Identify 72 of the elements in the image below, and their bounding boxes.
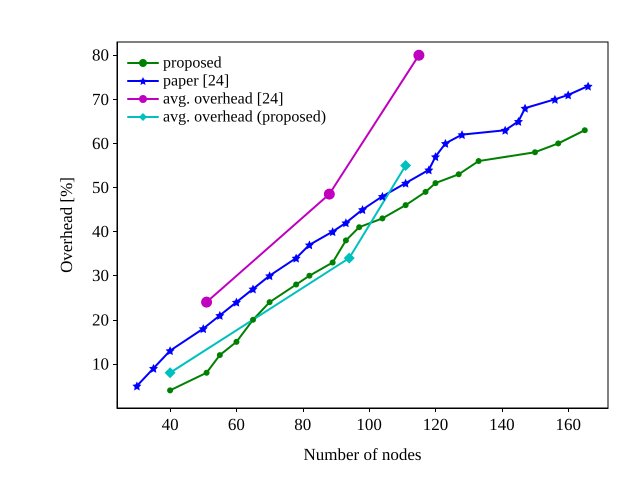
point [582, 127, 588, 134]
point [422, 188, 429, 195]
x-tick-label: 160 [555, 415, 581, 434]
point [198, 324, 208, 334]
point [304, 240, 314, 250]
legend-label: avg. overhead [24] [163, 90, 284, 108]
point [514, 116, 523, 126]
point [216, 352, 223, 358]
point [378, 192, 387, 201]
point [432, 180, 438, 186]
point [379, 215, 386, 222]
point [330, 259, 336, 266]
x-tick-label: 120 [422, 415, 448, 434]
x-tick-label: 60 [228, 415, 245, 434]
y-tick-label: 40 [92, 222, 109, 242]
point [358, 205, 367, 214]
y-tick-label: 50 [92, 178, 109, 198]
point [204, 370, 210, 376]
point [440, 138, 450, 148]
x-tick-label: 80 [294, 415, 312, 434]
point [164, 367, 176, 378]
point [215, 310, 224, 320]
y-tick-label: 10 [92, 354, 109, 374]
point [456, 171, 462, 178]
x-tick-label: 140 [489, 415, 515, 434]
point [148, 364, 158, 373]
point [520, 104, 530, 113]
point [266, 299, 273, 306]
point [306, 272, 312, 279]
point [232, 298, 241, 307]
point [400, 160, 412, 171]
point [293, 282, 300, 288]
point [292, 254, 301, 263]
point [233, 338, 240, 345]
point [166, 346, 175, 356]
point [167, 387, 174, 394]
point [342, 237, 349, 244]
y-tick-label: 60 [92, 134, 109, 153]
point [555, 140, 562, 146]
point [402, 202, 409, 208]
point [424, 165, 434, 174]
y-tick-label: 20 [92, 310, 109, 330]
y-tick-label: 30 [92, 266, 109, 286]
point [500, 126, 510, 135]
y-tick-label: 70 [92, 90, 109, 109]
point [250, 316, 256, 323]
x-tick-label: 40 [162, 415, 179, 434]
point [476, 158, 482, 164]
point [328, 227, 338, 236]
point [430, 152, 440, 162]
point [201, 296, 212, 308]
point [341, 218, 350, 228]
legend-label: avg. overhead (proposed) [163, 108, 326, 126]
point [413, 50, 424, 61]
legend-label: paper [24] [163, 72, 230, 90]
point [401, 178, 410, 188]
point [248, 284, 258, 294]
point [532, 149, 538, 156]
point [356, 224, 362, 230]
point [344, 252, 355, 264]
point [324, 188, 335, 200]
y-tick-label: 80 [92, 46, 109, 65]
point [584, 82, 593, 91]
x-axis-title: Number of nodes [303, 445, 422, 464]
y-axis-title: Overhead [%] [57, 177, 76, 273]
x-tick-label: 100 [356, 415, 382, 434]
point [550, 94, 560, 104]
point [564, 90, 573, 100]
point [132, 381, 142, 390]
point [458, 130, 467, 140]
point [265, 271, 274, 280]
legend-label: proposed [163, 54, 222, 72]
